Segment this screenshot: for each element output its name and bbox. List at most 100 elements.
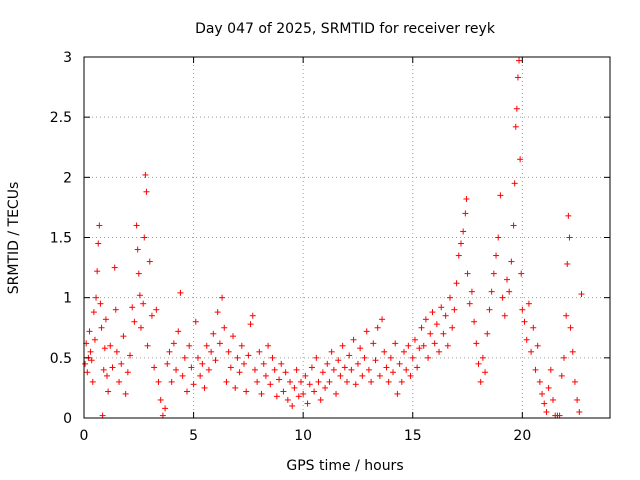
data-point [254,378,261,385]
data-point [516,57,523,64]
data-point [88,357,95,364]
data-point [398,378,405,385]
data-point [431,340,438,347]
data-point [306,381,313,388]
x-tick-label: 0 [80,428,89,444]
data-point [120,333,127,340]
data-point [530,324,537,331]
data-point [493,252,500,259]
data-point [411,336,418,343]
data-point [89,378,96,385]
data-point [514,74,521,81]
data-point [418,324,425,331]
data-point [212,357,219,364]
data-point [558,372,565,379]
data-point [453,280,460,287]
data-point [100,366,107,373]
data-point [464,270,471,277]
data-point [405,342,412,349]
data-point [346,352,353,359]
data-point [245,352,252,359]
data-point [82,360,89,367]
data-point [238,342,245,349]
data-point [372,357,379,364]
data-point [528,348,535,355]
data-point [471,318,478,325]
data-point [216,340,223,347]
data-point [513,105,520,112]
data-point [571,378,578,385]
data-point [293,366,300,373]
y-tick-label: 2.5 [50,110,72,126]
data-point [134,246,141,253]
data-point [116,378,123,385]
data-point [455,252,462,259]
data-point [143,188,150,195]
data-point [124,369,131,376]
data-point [113,348,120,355]
data-point [550,396,557,403]
data-point [249,312,256,319]
data-point [223,378,230,385]
data-point [269,354,276,361]
data-point [519,306,526,313]
data-point [308,364,315,371]
data-point [157,396,164,403]
data-point [133,222,140,229]
data-point [416,345,423,352]
data-point [463,195,470,202]
data-point [94,268,101,275]
data-point [525,300,532,307]
y-tick-label: 1 [63,291,72,307]
data-point [90,309,97,316]
data-point [105,388,112,395]
data-point [258,390,265,397]
data-point [181,354,188,361]
x-axis-label: GPS time / hours [286,458,403,474]
data-point [414,364,421,371]
data-point [151,364,158,371]
data-point [127,352,134,359]
data-point [466,300,473,307]
data-point [460,228,467,235]
data-point [477,378,484,385]
data-point [506,288,513,295]
data-point [140,300,147,307]
data-point [565,212,572,219]
data-point [107,342,114,349]
data-point [560,354,567,361]
data-point [276,376,283,383]
grid-lines [84,57,610,418]
data-point [361,354,368,361]
data-point [359,372,366,379]
data-point [221,324,228,331]
data-point [488,288,495,295]
data-point [341,364,348,371]
data-point [109,364,116,371]
data-point [324,360,331,367]
data-point [273,393,280,400]
chart-title: Day 047 of 2025, SRMTID for receiver rey… [195,21,496,37]
data-point [376,372,383,379]
data-point [326,378,333,385]
data-point [429,309,436,316]
y-tick-label: 0 [63,411,72,427]
data-point [142,171,149,178]
data-point [468,288,475,295]
data-point [499,294,506,301]
data-point [440,330,447,337]
data-point [337,372,344,379]
data-point [512,123,519,130]
data-point [170,340,177,347]
data-point [495,234,502,241]
data-point [131,318,138,325]
x-tick-label: 20 [513,428,531,444]
data-point [420,342,427,349]
data-point [335,357,342,364]
data-point [166,348,173,355]
data-point [112,306,119,313]
data-point [532,366,539,373]
data-point [146,258,153,265]
data-point [148,312,155,319]
data-point [162,405,169,412]
